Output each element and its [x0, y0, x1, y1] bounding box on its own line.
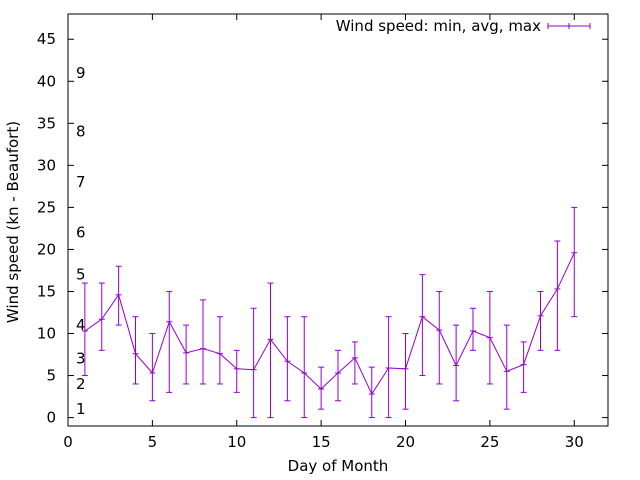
y-tick-label: 10: [37, 325, 56, 343]
beaufort-label: 8: [76, 123, 86, 141]
beaufort-label: 2: [76, 375, 86, 393]
legend-label: Wind speed: min, avg, max: [336, 17, 541, 35]
plot-frame: [67, 13, 609, 427]
y-tick-label: 20: [37, 240, 56, 258]
x-tick-label: 5: [148, 433, 158, 451]
x-axis-label: Day of Month: [288, 457, 389, 475]
beaufort-label: 6: [76, 224, 86, 242]
y-tick-label: 25: [37, 198, 56, 216]
x-tick-label: 30: [565, 433, 584, 451]
x-tick-label: 10: [227, 433, 246, 451]
avg-line: [84, 252, 575, 396]
beaufort-label: 5: [76, 266, 86, 284]
y-tick-label: 5: [46, 367, 56, 385]
x-tick-label: 20: [396, 433, 415, 451]
y-tick-label: 30: [37, 156, 56, 174]
y-tick-label: 0: [46, 409, 56, 427]
y-axis-label: Wind speed (kn - Beaufort): [4, 121, 22, 323]
beaufort-label: 3: [76, 350, 86, 368]
y-tick-label: 35: [37, 114, 56, 132]
y-tick-label: 15: [37, 282, 56, 300]
x-tick-label: 0: [63, 433, 73, 451]
y-tick-label: 45: [37, 30, 56, 48]
beaufort-label: 1: [76, 400, 86, 418]
y-tick-label: 40: [37, 72, 56, 90]
beaufort-label: 4: [76, 316, 86, 334]
beaufort-label: 7: [76, 173, 86, 191]
x-tick-label: 25: [480, 433, 499, 451]
x-tick-label: 15: [312, 433, 331, 451]
beaufort-label: 9: [76, 64, 86, 82]
